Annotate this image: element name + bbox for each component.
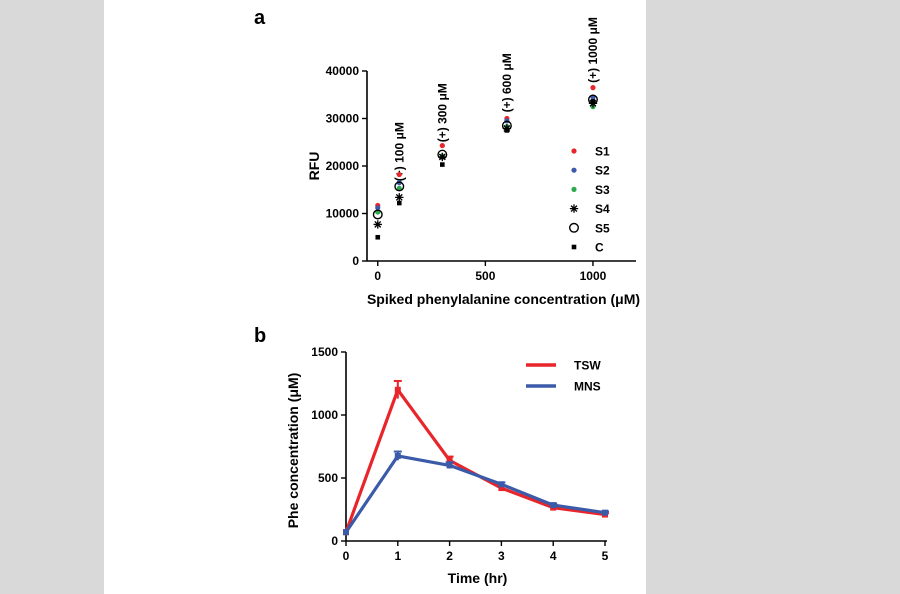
x-tick-label-b: 1 [394, 549, 401, 563]
data-point-tsw [446, 457, 453, 464]
data-point-mns [394, 452, 401, 459]
legend-label-s1: S1 [595, 145, 610, 159]
panel-a-label: a [254, 7, 266, 29]
x-tick-label-a: 500 [475, 269, 495, 283]
legend-label-s3: S3 [595, 183, 610, 197]
data-point-tsw [394, 386, 401, 393]
legend-marker-s3 [571, 186, 577, 192]
data-point-c [440, 162, 445, 167]
data-point-s2 [375, 205, 381, 211]
legend-label-tsw: TSW [574, 359, 601, 373]
data-point-s5 [372, 209, 383, 220]
y-axis-label-b: Phe concentration (μM) [285, 373, 301, 529]
x-axis-label-a: Spiked phenylalanine concentration (μM) [367, 291, 640, 307]
data-point-s4 [373, 220, 382, 229]
x-tick-label-a: 1000 [580, 269, 607, 283]
data-point-mns [550, 502, 557, 509]
annotation-label: (+) 1000 μM [586, 17, 600, 83]
chart-a: 0 10000 20000 30000 40000 0 500 1000 Spiked phen… [306, 17, 640, 307]
data-point-s4 [395, 193, 404, 202]
data-point-s5 [587, 94, 598, 105]
chart-b: 0 500 1000 1500 0 1 2 3 4 5 Time (hr) Phe concentra… [285, 345, 609, 586]
panel-b-label: b [254, 325, 266, 347]
legend-label-s4: S4 [595, 202, 610, 216]
y-tick-label-a: 40000 [326, 64, 360, 78]
x-tick-label-b: 4 [550, 549, 557, 563]
data-point-tsw [498, 485, 505, 492]
x-tick-label-b: 0 [343, 549, 350, 563]
y-tick-label-a: 10000 [326, 207, 360, 221]
legend-marker-c [571, 244, 577, 250]
data-point-mns [602, 509, 608, 516]
legend-label-mns: MNS [574, 380, 601, 394]
data-point-c [375, 234, 381, 240]
y-tick-label-b: 0 [331, 534, 338, 548]
series-line-mns [344, 454, 606, 534]
legend-label-c: C [595, 241, 604, 255]
legend-marker-s1 [571, 148, 577, 154]
data-point-s5 [437, 149, 448, 160]
data-point-mns [446, 462, 453, 469]
x-tick-label-b: 5 [602, 549, 609, 563]
y-tick-label-a: 30000 [326, 112, 360, 126]
x-tick-label-b: 3 [498, 549, 505, 563]
legend-marker-s2 [571, 167, 577, 173]
annotation-label: (+) 600 μM [500, 53, 514, 112]
data-point-c [590, 99, 596, 104]
figure-panel: a b 0 10000 20000 30000 40000 0 500 1000 Spiked … [104, 0, 646, 594]
annotation-label: (+) 100 μM [392, 122, 406, 181]
legend-label-s2: S2 [595, 164, 610, 178]
x-tick-label-a: 0 [374, 269, 381, 283]
y-axis-label-a: RFU [306, 152, 322, 181]
data-point-s4 [438, 152, 447, 162]
data-point-s3 [396, 185, 402, 191]
data-point-s5 [394, 181, 405, 192]
data-point-s1 [590, 85, 596, 91]
data-point-mns [498, 481, 505, 488]
series-line-tsw [344, 388, 606, 533]
data-point-s1 [396, 171, 402, 178]
annotation-label: (+) 300 μM [435, 83, 449, 142]
y-tick-label-b: 1500 [311, 345, 338, 359]
data-point-s1 [439, 142, 445, 149]
y-tick-label-a: 0 [352, 254, 359, 268]
y-tick-label-b: 1000 [311, 408, 338, 422]
legend-marker-s5 [569, 222, 580, 233]
legend-label-s5: S5 [595, 221, 610, 235]
x-axis-label-b: Time (hr) [448, 570, 508, 586]
y-tick-label-a: 20000 [326, 159, 360, 173]
data-point-mns [343, 529, 349, 536]
x-tick-label-b: 2 [446, 549, 453, 563]
y-tick-label-b: 500 [318, 471, 338, 485]
data-point-c [504, 128, 510, 133]
legend-marker-s4 [569, 204, 579, 213]
data-point-c [396, 200, 402, 206]
